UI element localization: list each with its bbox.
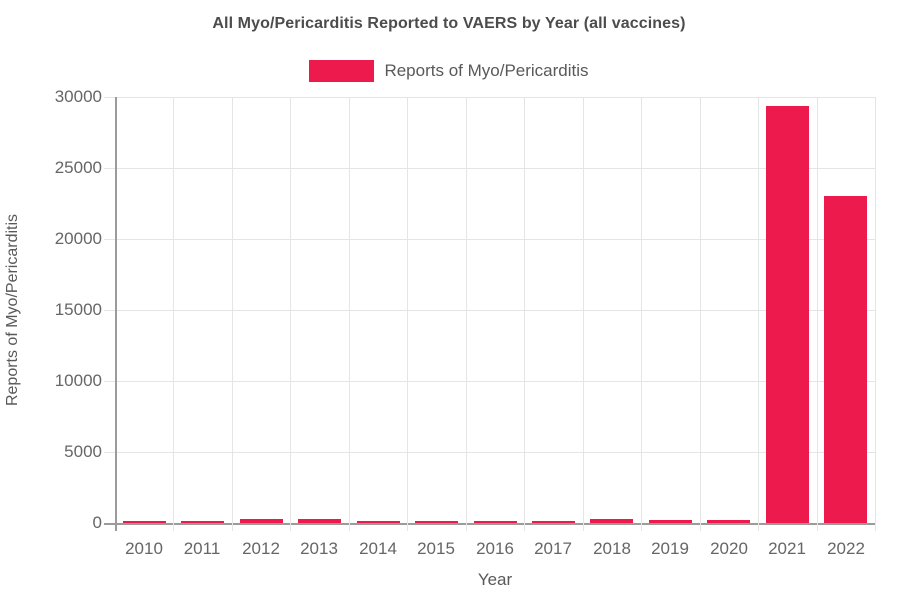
y-tick-label: 5000 (64, 442, 102, 461)
bar-2016[interactable] (474, 521, 517, 523)
x-tick-label: 2017 (534, 539, 572, 558)
x-tick-label: 2011 (183, 539, 221, 558)
v-gridline (349, 97, 350, 531)
y-tick-label: 15000 (54, 300, 102, 319)
y-tick-label: 25000 (54, 158, 102, 177)
bar-2015[interactable] (415, 521, 458, 523)
bar-2017[interactable] (532, 521, 575, 523)
x-tick-label: 2022 (827, 539, 865, 558)
legend-label: Reports of Myo/Pericarditis (384, 61, 589, 80)
v-gridline (407, 97, 408, 531)
h-gridline (104, 168, 875, 169)
x-tick-label: 2013 (300, 539, 338, 558)
chart-title: All Myo/Pericarditis Reported to VAERS b… (212, 15, 686, 32)
v-gridline (524, 97, 525, 531)
x-axis-title: Year (477, 570, 513, 589)
v-gridline (466, 97, 467, 531)
bar-2012[interactable] (240, 519, 283, 523)
x-tick-label: 2014 (359, 539, 397, 558)
y-axis-line (115, 97, 117, 531)
v-gridline (290, 97, 291, 531)
h-gridline (104, 452, 875, 453)
x-tick-label: 2015 (417, 539, 455, 558)
x-tick-label: 2019 (651, 539, 689, 558)
y-tick-label: 20000 (54, 229, 102, 248)
h-gridline (104, 381, 875, 382)
v-gridline (817, 97, 818, 531)
v-gridline (758, 97, 759, 531)
legend-swatch (309, 60, 375, 82)
h-gridline (104, 310, 875, 311)
h-gridline (104, 239, 875, 240)
bar-2013[interactable] (298, 519, 341, 523)
v-gridline (875, 97, 876, 531)
h-gridline (104, 97, 875, 98)
y-tick-label: 10000 (54, 371, 102, 390)
bar-2022[interactable] (824, 196, 867, 523)
y-tick-label: 30000 (54, 87, 102, 106)
bar-2010[interactable] (123, 521, 166, 523)
x-tick-label: 2021 (768, 539, 806, 558)
x-tick-label: 2012 (242, 539, 280, 558)
legend[interactable]: Reports of Myo/Pericarditis (0, 60, 898, 82)
x-tick-label: 2020 (710, 539, 748, 558)
bar-2021[interactable] (766, 106, 809, 523)
v-gridline (641, 97, 642, 531)
bar-2014[interactable] (357, 521, 400, 523)
x-tick-label: 2016 (476, 539, 514, 558)
bar-2018[interactable] (590, 519, 633, 523)
bar-2011[interactable] (181, 521, 224, 523)
y-tick-label: 0 (92, 513, 102, 532)
v-gridline (232, 97, 233, 531)
bar-2020[interactable] (707, 520, 750, 523)
v-gridline (700, 97, 701, 531)
v-gridline (173, 97, 174, 531)
x-tick-label: 2018 (593, 539, 631, 558)
bar-2019[interactable] (649, 520, 692, 523)
x-tick-label: 2010 (125, 539, 163, 558)
x-axis-line (104, 523, 875, 525)
v-gridline (583, 97, 584, 531)
